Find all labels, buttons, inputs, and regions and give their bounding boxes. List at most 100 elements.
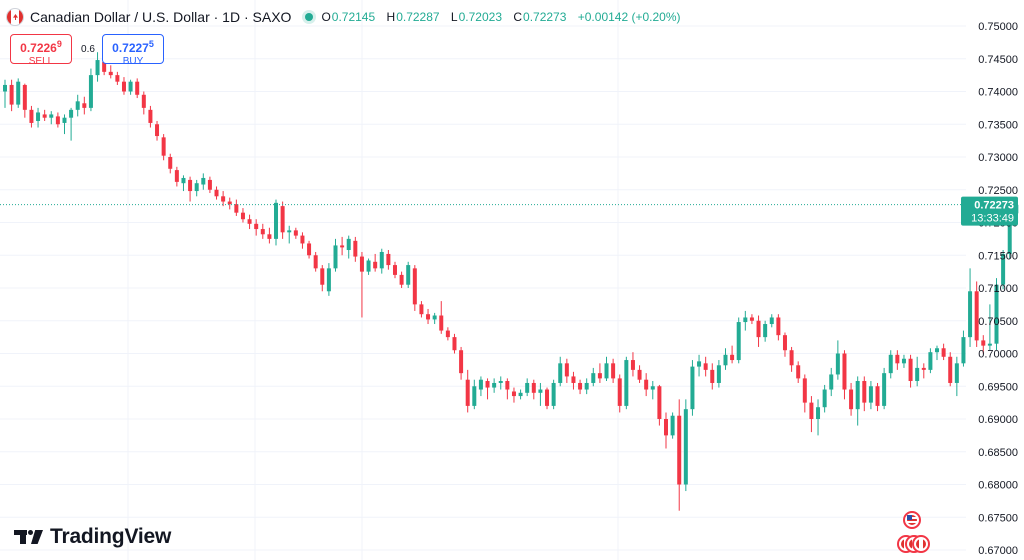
candle [307,240,312,259]
close-label: C [513,10,523,24]
candle-body [399,274,404,285]
candle-body [578,382,583,390]
candle-body [756,320,761,338]
candle [829,367,834,397]
candle-body [961,337,966,364]
candle-body [392,265,397,275]
candle-body [769,317,774,325]
candle [551,379,556,410]
sell-button[interactable]: 0.72269 SELL [10,34,72,67]
candle-body [782,335,787,351]
tradingview-logo[interactable]: TradingView [14,525,171,549]
brand-name: TradingView [50,525,172,548]
symbol-title[interactable]: Canadian Dollar / U.S. Dollar · 1D · SAX… [30,9,292,25]
candle-body [855,381,860,410]
candle-body [115,75,120,82]
candle [274,199,279,246]
candle [326,263,331,296]
bar-countdown: 13:33:49 [971,213,1014,225]
candle [710,363,715,390]
y-tick-label: 0.75000 [978,21,1018,33]
canada-flag-icon [6,8,24,26]
candle-body [597,373,602,379]
candle [855,376,860,426]
candle [55,112,60,128]
candle-body [121,81,126,92]
candle [782,332,787,357]
candle [426,308,431,325]
candle-body [531,382,536,393]
candle-body [346,238,351,251]
candle-body [723,354,728,366]
candle [730,345,735,364]
candle-body [736,322,741,361]
low-label: L [450,10,458,24]
candle-body [29,109,34,123]
candle [875,382,880,412]
candle [954,356,959,397]
candle [498,376,503,390]
candle [769,314,774,328]
candle-body [690,366,695,410]
candle-body [670,415,675,436]
candle-body [95,60,100,76]
candle [981,335,986,354]
candle-body [915,367,920,382]
candle [703,356,708,377]
candle-body [386,253,391,266]
buy-button[interactable]: 0.72275 BUY [102,34,164,67]
candle-body [749,317,754,321]
candle-body [822,389,827,408]
candle-body [981,340,986,346]
candle [293,227,298,239]
candle-body [564,363,569,377]
candle-body [406,265,411,285]
us-event-icon[interactable] [903,511,921,529]
candle [716,360,721,388]
candle-body [908,358,913,382]
candle [240,208,245,223]
candle-body [247,219,252,224]
candle-body [763,324,768,338]
candle [637,365,642,383]
candle [816,399,821,436]
candle [908,354,913,388]
candle-body [637,369,642,380]
candle [333,238,338,272]
candle-body [816,407,821,419]
candle [928,348,933,374]
candle [763,320,768,342]
candle [373,253,378,272]
candle-body [128,81,133,92]
candle-body [88,75,93,108]
candle-body [935,348,940,353]
candle-body [630,360,635,370]
candle [624,356,629,410]
candle-body [359,256,364,272]
candle-body [558,363,563,383]
ohlc-values: O0.72145 H0.72287 L0.72023 C0.72273 +0.0… [321,10,688,24]
candle-body [987,343,992,346]
candle-body [538,389,543,393]
candle [234,199,239,216]
candle [379,248,384,274]
candle [862,376,867,412]
candle-body [141,94,146,108]
candle-body [16,81,21,105]
candle [670,412,675,439]
candle [227,197,232,210]
candle [617,374,622,413]
ca-event-icon-3[interactable] [912,535,930,553]
candle-body [968,291,973,338]
candle-body [207,179,212,190]
candle-body [340,245,345,248]
candle-body [22,84,27,110]
change-value: +0.00142 (+0.20%) [577,10,681,24]
candle [412,265,417,311]
candle [604,356,609,382]
candle-body [280,206,285,233]
candle [1001,250,1006,290]
candle [346,235,351,259]
candle [677,399,682,511]
